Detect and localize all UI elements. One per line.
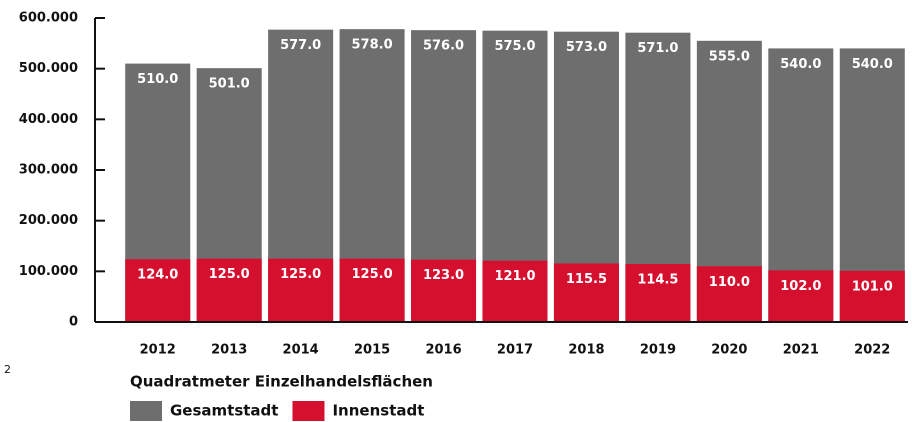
value-label: 571.0 [637,41,678,56]
legend-swatch [292,401,325,421]
legend-title: Quadratmeter Einzelhandelsflächen [130,373,433,391]
x-tick-label: 2021 [783,343,819,358]
value-label: 123.0 [423,268,464,283]
bar [553,263,619,322]
bar [339,258,405,322]
x-tick-label: 2016 [425,343,461,358]
x-tick-label: 2022 [854,343,890,358]
value-label: 555.0 [709,49,750,64]
bar [411,259,477,322]
value-label: 576.0 [423,39,464,54]
legend-label: Innenstadt [332,402,424,420]
value-label: 575.0 [494,39,535,54]
value-label: 540.0 [852,57,893,72]
y-tick-label: 0 [69,315,78,330]
value-label: 125.0 [352,267,393,282]
value-label: 110.0 [709,275,750,290]
y-tick-label: 100.000 [19,264,78,279]
bar [696,266,762,322]
x-tick-label: 2020 [711,343,747,358]
x-tick-label: 2015 [354,343,390,358]
x-tick-label: 2013 [211,343,247,358]
cut-off-text: 2 [4,363,11,376]
y-tick-label: 200.000 [19,213,78,228]
y-tick-label: 400.000 [19,112,78,127]
x-tick-label: 2018 [568,343,604,358]
value-label: 501.0 [209,77,250,92]
value-label: 125.0 [280,267,321,282]
value-label: 115.5 [566,272,607,287]
x-tick-label: 2017 [497,343,533,358]
legend-swatch [130,401,162,421]
y-tick-label: 300.000 [19,163,78,178]
value-label: 573.0 [566,40,607,55]
bar [482,260,548,322]
bar [196,258,262,322]
value-label: 577.0 [280,38,321,53]
bar [839,270,905,322]
bar [268,258,334,322]
value-label: 510.0 [137,72,178,87]
bar [125,259,191,322]
x-tick-label: 2019 [640,343,676,358]
x-tick-label: 2012 [140,343,176,358]
value-label: 101.0 [852,279,893,294]
value-label: 124.0 [137,268,178,283]
y-tick-label: 600.000 [19,11,78,26]
value-label: 102.0 [780,279,821,294]
value-label: 114.5 [637,272,678,287]
bar [625,263,691,322]
value-label: 121.0 [494,269,535,284]
value-label: 578.0 [352,38,393,53]
value-label: 540.0 [780,57,821,72]
legend-label: Gesamtstadt [170,402,278,420]
bar [768,270,834,322]
value-label: 125.0 [209,267,250,282]
y-tick-label: 500.000 [19,61,78,76]
x-tick-label: 2014 [283,343,319,358]
